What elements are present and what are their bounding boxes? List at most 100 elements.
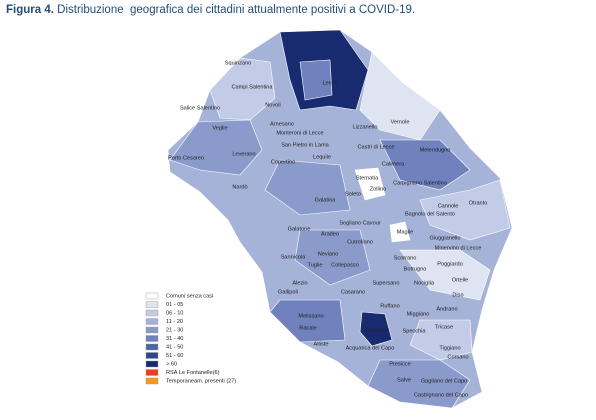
legend-swatch xyxy=(145,352,159,359)
town-label: Zollino xyxy=(370,186,386,192)
region xyxy=(299,59,333,101)
region xyxy=(169,119,263,176)
town-label: Galatina xyxy=(315,197,337,203)
legend-label: 21 - 30 xyxy=(166,327,183,333)
town-label: Ortelle xyxy=(452,277,468,283)
town-label: Andrano xyxy=(436,306,457,312)
town-label: Cannole xyxy=(438,203,459,209)
region xyxy=(269,299,346,343)
legend-swatch xyxy=(145,301,159,308)
town-label: Taurisano xyxy=(365,327,389,333)
legend-swatch xyxy=(145,292,159,300)
town-label: Tricase xyxy=(435,324,453,330)
town-label: Gagliano del Capo xyxy=(421,378,467,384)
legend-swatch xyxy=(145,369,159,376)
legend-swatch xyxy=(145,326,159,334)
town-label: Veglie xyxy=(212,125,227,131)
region xyxy=(379,139,471,191)
town-label: Presicce xyxy=(389,361,410,367)
legend-label: 51 - 60 xyxy=(166,353,183,359)
legend-label: 01 - 05 xyxy=(166,302,183,308)
region xyxy=(359,311,393,347)
town-label: Castri di Lecce xyxy=(358,144,395,150)
legend-swatch xyxy=(145,318,159,325)
region xyxy=(209,57,276,121)
town-label: Aradeo xyxy=(321,231,339,237)
town-label: Supersano xyxy=(372,280,399,286)
legend-label: > 60 xyxy=(166,361,177,367)
region xyxy=(409,319,473,361)
town-label: Botrugno xyxy=(404,266,427,272)
legend-swatch xyxy=(145,309,159,317)
legend: Comuni senza casi 01 - 05 06 - 10 11 - 20 21… xyxy=(145,292,236,385)
town-label: Lizzanello xyxy=(353,124,378,130)
town-label: Melendugno xyxy=(420,147,451,153)
legend-swatch xyxy=(145,335,159,342)
figure-title: Distribuzione geografica dei cittadini a… xyxy=(57,4,416,16)
legend-label: 41 - 50 xyxy=(166,344,183,350)
town-label: Miggiano xyxy=(407,311,430,317)
region xyxy=(389,221,411,243)
town-label: Tuglie xyxy=(307,262,322,268)
legend-swatch xyxy=(145,360,159,368)
legend-label: RSA Le Fontanelle(6) xyxy=(166,370,220,376)
town-label: Salice Salentino xyxy=(180,105,220,111)
town-label: Novoli xyxy=(265,102,281,108)
town-label: Specchia xyxy=(402,328,426,334)
town-label: Neviano xyxy=(318,251,339,257)
town-label: Poggiardo xyxy=(437,261,463,267)
town-label: Salve xyxy=(397,377,411,383)
town-label: Collepasso xyxy=(331,262,359,268)
town-label: Soleto xyxy=(345,191,361,197)
town-label: Otranto xyxy=(469,200,488,206)
town-label: Carpignano Salentino xyxy=(393,180,447,186)
town-label: Lequile xyxy=(313,154,331,160)
town-label: Gallipoli xyxy=(278,289,298,295)
town-label: Minervino di Lecce xyxy=(435,245,482,251)
town-label: Arnesano xyxy=(270,121,294,127)
town-label: Sannicola xyxy=(281,254,306,260)
town-label: Sogliano Cavour xyxy=(339,220,380,226)
town-label: Squinzano xyxy=(225,60,251,66)
town-label: Cutrofiano xyxy=(347,239,373,245)
legend-label: 31 - 40 xyxy=(166,336,183,342)
town-label: Castrignano del Capo xyxy=(414,392,468,398)
province xyxy=(167,29,513,409)
town-label: Ruffano xyxy=(380,303,400,309)
town-label: Copertino xyxy=(271,159,295,165)
town-label: Calimera xyxy=(382,161,405,167)
legend-swatch xyxy=(145,343,159,351)
legend-label: 11 - 20 xyxy=(166,319,183,325)
town-label: Monteroni di Lecce xyxy=(276,130,323,136)
town-label: Bagnolo del Salento xyxy=(405,211,455,217)
town-label: Giuggianello xyxy=(429,235,460,241)
town-label: Maglie xyxy=(397,229,413,235)
town-label: Galatone xyxy=(288,226,311,232)
region xyxy=(419,179,511,241)
town-label: Nardò xyxy=(232,184,247,190)
town-label: Alliste xyxy=(314,341,329,347)
legend-label: Comuni senza casi xyxy=(166,293,213,299)
town-label: San Pietro in Lama xyxy=(281,142,329,148)
legend-label: 06 - 10 xyxy=(166,310,183,316)
legend-label: Temporaneam. presenti (27) xyxy=(166,378,236,384)
town-label: Melissano xyxy=(298,313,323,319)
town-label: Racale xyxy=(299,325,316,331)
town-labels: Squinzano Campi Salentina Salice Salentino… xyxy=(168,60,487,398)
town-label: Acquarica del Capo xyxy=(346,345,395,351)
town-label: Porto Cesareo xyxy=(168,155,204,161)
town-label: Campi Salentina xyxy=(231,84,273,90)
region xyxy=(367,359,471,409)
legend-swatch xyxy=(145,377,159,385)
town-label: Nociglia xyxy=(414,280,435,286)
town-label: Vernole xyxy=(391,119,410,125)
town-label: Corsano xyxy=(447,354,468,360)
town-label: Casarano xyxy=(341,289,365,295)
town-label: Diso xyxy=(452,292,463,298)
town-label: Leverano xyxy=(232,151,255,157)
region xyxy=(264,159,351,216)
figure-label: Figura 4. xyxy=(6,4,54,16)
town-label: Lecce xyxy=(323,80,338,86)
